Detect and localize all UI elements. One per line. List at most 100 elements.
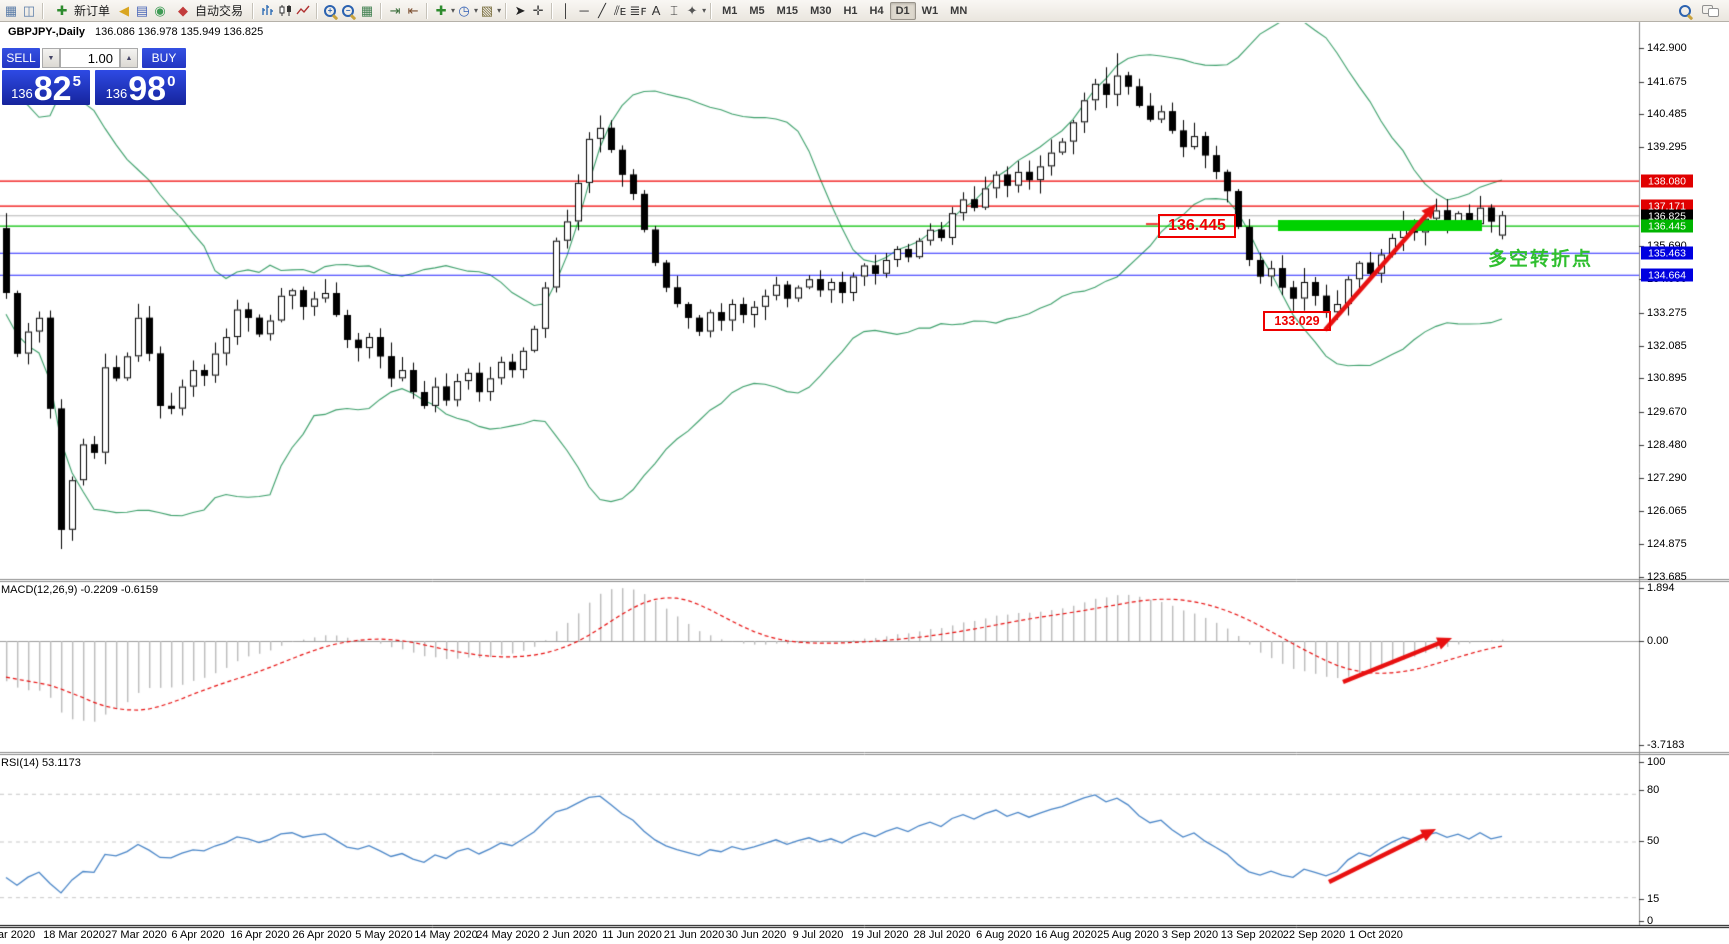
timeframe-button-m15[interactable]: M15 — [776, 4, 799, 17]
level-price-label: 136.825 — [1641, 209, 1693, 223]
zoom-out-icon[interactable]: − — [340, 3, 358, 21]
periods-clock-icon[interactable]: ◷ — [458, 2, 470, 18]
toolbar-separator — [380, 2, 383, 19]
sell-price-display[interactable]: 136 82 5 — [2, 70, 90, 108]
dropdown-caret-icon[interactable]: ▾ — [451, 6, 456, 15]
trade-panel-controls: SELL ▼ 1.00 ▲ BUY — [2, 48, 186, 68]
timeframe-button-m1[interactable]: M1 — [722, 4, 738, 17]
level-price-label: 137.171 — [1641, 199, 1693, 213]
price-tick-label: 140.485 — [1647, 108, 1687, 120]
toolbar-separator — [42, 2, 44, 19]
arrows-shapes-icon[interactable]: ✦ — [686, 2, 698, 18]
date-label: 24 May 2020 — [476, 929, 540, 941]
symbol-ohlc-readout: GBPJPY-,Daily 136.086 136.978 135.949 136… — [8, 26, 263, 38]
tile-windows-icon[interactable]: ▦ — [360, 2, 374, 18]
macd-scale-label: -3.7183 — [1647, 739, 1685, 751]
price-tick-label: 133.275 — [1647, 307, 1687, 319]
dropdown-caret-icon[interactable]: ▾ — [702, 6, 707, 15]
timeframe-button-mn[interactable]: MN — [950, 4, 968, 17]
toolbar-separator — [710, 2, 713, 19]
date-label: 6 Aug 2020 — [976, 929, 1032, 941]
dropdown-caret-icon[interactable]: ▾ — [474, 6, 479, 15]
price-tick-label: 132.085 — [1647, 340, 1687, 352]
sell-button[interactable]: SELL — [2, 48, 40, 68]
zoom-in-icon-lens: + — [324, 4, 337, 17]
price-tick-label: 127.290 — [1647, 472, 1687, 484]
autotrading-button-label: 自动交易 — [195, 4, 244, 18]
buy-button[interactable]: BUY — [142, 48, 186, 68]
date-label: 14 May 2020 — [414, 929, 478, 941]
zoom-out-icon-lens: − — [342, 4, 355, 17]
volume-increase-button[interactable]: ▲ — [120, 48, 138, 68]
text-label-icon[interactable]: ⌶ — [670, 2, 678, 18]
news-icon[interactable]: ▤ — [135, 2, 149, 18]
fibonacci-icon[interactable]: ≣ꜰ — [629, 2, 647, 18]
level-price-label: 134.664 — [1641, 268, 1693, 282]
trendline-icon[interactable]: ╱ — [598, 2, 606, 18]
buy-price-big: 98 — [128, 70, 167, 108]
level-price-label: 136.445 — [1641, 219, 1693, 233]
zoom-in-icon-handle — [331, 14, 338, 21]
chart-shift-icon[interactable]: ⇤ — [407, 2, 419, 18]
sell-price-big: 82 — [33, 70, 72, 108]
pivot-point-text-annotation[interactable]: 多空转折点 — [1488, 249, 1594, 270]
zoom-out-icon-handle — [349, 14, 356, 21]
toolbar-right-group — [1677, 3, 1729, 21]
rsi-indicator-title: RSI(14) 53.1173 — [1, 757, 81, 769]
zoom-in-icon[interactable]: + — [322, 3, 340, 21]
price-tick-label: 123.685 — [1647, 571, 1687, 583]
text-icon[interactable]: A — [651, 2, 661, 18]
search-icon-lens — [1679, 4, 1691, 17]
timeframe-button-w1[interactable]: W1 — [921, 4, 939, 17]
sell-price-sup: 5 — [72, 73, 81, 90]
line-chart-icon[interactable] — [294, 2, 312, 20]
chat-icon[interactable] — [1701, 3, 1719, 18]
new-order-icon: ✚ — [56, 2, 68, 18]
cursor-icon[interactable]: ➤ — [514, 2, 526, 18]
timeframe-button-m5[interactable]: M5 — [749, 4, 765, 17]
date-label: 27 Mar 2020 — [105, 929, 167, 941]
chat-bubble-front — [1708, 8, 1719, 17]
price-tick-label: 141.675 — [1647, 76, 1687, 88]
swing-low-price-annotation[interactable]: 133.029 — [1263, 311, 1331, 331]
buy-price-display[interactable]: 136 98 0 — [95, 70, 186, 108]
date-label: 3 Sep 2020 — [1161, 929, 1219, 941]
horizontal-line-icon[interactable]: ─ — [579, 2, 589, 18]
price-tick-label: 124.875 — [1647, 538, 1687, 550]
date-label: 30 Jun 2020 — [725, 929, 787, 941]
price-tick-label: 126.065 — [1647, 505, 1687, 517]
bar-chart-icon[interactable] — [258, 2, 276, 20]
timeframe-button-d1[interactable]: D1 — [889, 1, 916, 20]
volume-input[interactable]: 1.00 — [60, 48, 120, 68]
templates-icon[interactable]: ▧ — [480, 2, 494, 18]
chart-window-icon[interactable]: ▦ — [4, 2, 18, 18]
chart-preview-icon[interactable]: ◫ — [22, 2, 36, 18]
timeframe-button-m30[interactable]: M30 — [810, 4, 832, 17]
buy-price-prefix: 136 — [105, 86, 128, 101]
search-icon[interactable] — [1677, 3, 1693, 21]
candlestick-chart-icon[interactable] — [276, 2, 294, 20]
toolbar-separator — [316, 2, 319, 19]
toolbar-separator — [252, 2, 255, 19]
timeframe-button-h1[interactable]: H1 — [843, 4, 858, 17]
new-order-button[interactable]: ✚ 新订单 — [48, 2, 115, 20]
one-click-trade-panel: SELL ▼ 1.00 ▲ BUY 136 82 5 136 98 0 — [2, 48, 186, 108]
timeframe-button-h4[interactable]: H4 — [869, 4, 884, 17]
date-label: 28 Jul 2020 — [913, 929, 971, 941]
autotrading-icon: ◆ — [178, 2, 189, 18]
date-label: 21 Jun 2020 — [663, 929, 725, 941]
equidistant-channel-icon[interactable]: ⫽ᴇ — [613, 2, 627, 18]
indicators-icon[interactable]: ✚ — [435, 2, 447, 18]
resistance-price-annotation[interactable]: 136.445 — [1158, 214, 1236, 238]
webinar-radio-icon[interactable]: ◉ — [154, 2, 166, 18]
date-label: 22 Sep 2020 — [1282, 929, 1346, 941]
macd-scale-label: 1.894 — [1647, 582, 1675, 594]
auto-scroll-icon[interactable]: ⇥ — [389, 2, 401, 18]
announcement-horn-icon[interactable]: ◀ — [119, 2, 130, 18]
crosshair-icon[interactable]: ✛ — [532, 2, 544, 18]
dropdown-caret-icon[interactable]: ▾ — [497, 6, 502, 15]
volume-decrease-button[interactable]: ▼ — [42, 48, 60, 68]
vertical-line-icon[interactable]: │ — [562, 2, 571, 18]
autotrading-button[interactable]: ◆ 自动交易 — [169, 2, 248, 20]
